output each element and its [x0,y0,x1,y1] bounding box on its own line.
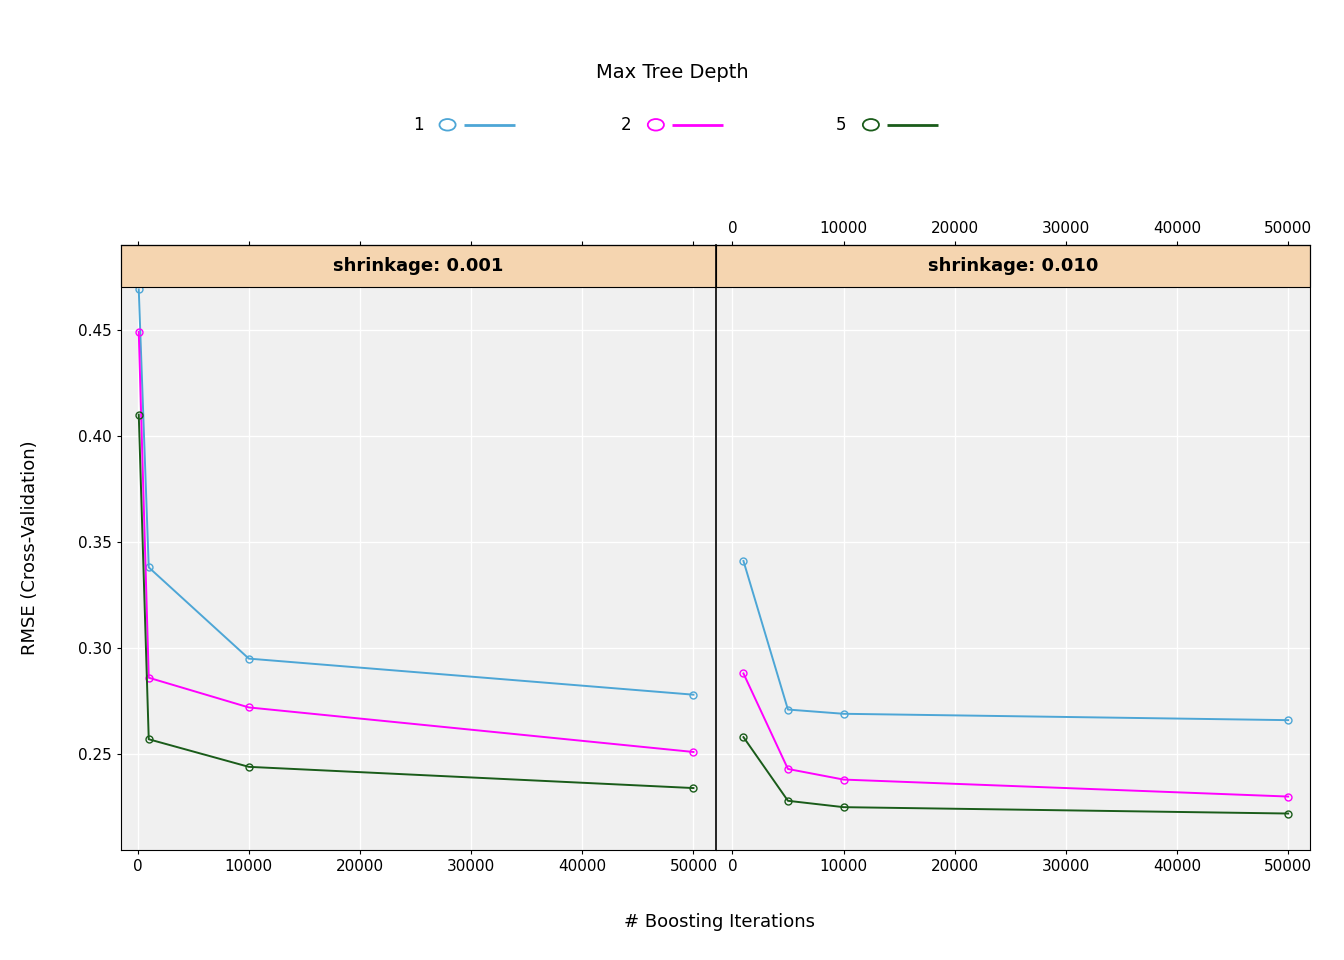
Text: RMSE (Cross-Validation): RMSE (Cross-Validation) [20,440,39,655]
Text: # Boosting Iterations: # Boosting Iterations [624,913,814,930]
Text: 2: 2 [621,116,632,133]
Text: shrinkage: 0.001: shrinkage: 0.001 [333,257,504,275]
Text: 1: 1 [413,116,423,133]
Text: 5: 5 [836,116,847,133]
Text: shrinkage: 0.010: shrinkage: 0.010 [927,257,1098,275]
FancyBboxPatch shape [121,245,715,287]
FancyBboxPatch shape [715,245,1310,287]
Text: Max Tree Depth: Max Tree Depth [595,62,749,82]
